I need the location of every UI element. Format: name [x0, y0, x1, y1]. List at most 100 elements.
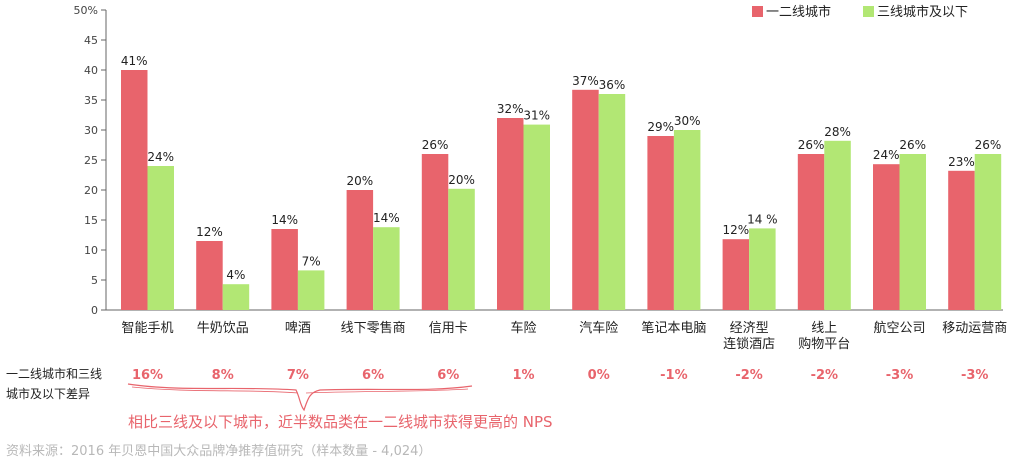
data-label: 12%: [723, 223, 750, 237]
category-label: 移动运营商: [942, 321, 1007, 336]
bar-tier3plus: [824, 140, 851, 310]
data-label: 41%: [121, 54, 148, 68]
chart-axes: 0 5 10 15 20 25 30 35 40 45 50%: [74, 4, 1003, 317]
y-tick-label: 35: [84, 94, 98, 107]
y-tick-label: 45: [84, 34, 98, 47]
category-label: 车险: [510, 320, 536, 336]
difference-value: 16%: [132, 368, 163, 383]
highlight-scribble: [127, 383, 473, 412]
difference-value: -2%: [811, 368, 838, 383]
legend-label: 三线城市及以下: [877, 4, 968, 20]
bar-tier12: [271, 229, 298, 310]
category-label: 购物平台: [798, 336, 850, 352]
y-tick-label: 15: [84, 214, 98, 227]
bar-tier3plus: [974, 154, 1002, 310]
y-tick-label: 5: [91, 274, 98, 287]
difference-value: 6%: [362, 368, 384, 383]
y-tick-label: 40: [84, 64, 98, 77]
data-label: 36%: [599, 78, 626, 92]
difference-value: 7%: [287, 368, 309, 383]
difference-value: 8%: [212, 368, 234, 383]
data-label: 24%: [873, 148, 900, 162]
y-tick-label: 50%: [74, 4, 98, 17]
difference-value: -2%: [735, 368, 762, 383]
legend-swatch-tier12: [752, 6, 763, 17]
data-label: 28%: [824, 125, 851, 139]
bar-tier3plus: [448, 188, 475, 310]
data-label: 20%: [448, 173, 475, 187]
source-footnote: 资料来源：2016 年贝恩中国大众品牌净推荐值研究（样本数量 - 4,024）: [6, 444, 432, 459]
difference-value: 6%: [437, 368, 459, 383]
bar-tier3plus: [147, 166, 174, 310]
bar-tier12: [722, 239, 750, 310]
chart-legend: 一二线城市 三线城市及以下: [752, 4, 968, 20]
difference-value: 1%: [512, 368, 534, 383]
annotation-note: 相比三线及以下城市，近半数品类在一二线城市获得更高的 NPS: [128, 413, 553, 431]
data-label: 14%: [271, 213, 298, 227]
bar-tier12: [121, 70, 148, 310]
bar-tier12: [948, 170, 975, 310]
category-label: 啤酒: [285, 321, 311, 336]
data-label: 7%: [302, 254, 321, 268]
chart-bars: 41% 24% 智能手机 12% 4% 牛奶饮品 14% 7% 啤酒 20% 14% 线下零售商 26%…: [121, 54, 1007, 352]
legend-label: 一二线城市: [766, 4, 831, 20]
data-label: 24%: [147, 150, 174, 164]
bar-tier12: [421, 154, 449, 310]
data-label: 30%: [674, 114, 701, 128]
category-label: 智能手机: [121, 321, 173, 336]
category-label: 经济型: [730, 321, 769, 336]
data-label: 12%: [196, 225, 223, 239]
data-label: 32%: [497, 102, 524, 116]
data-label: 23%: [948, 155, 975, 169]
category-label: 线下零售商: [341, 320, 406, 336]
y-tick-label: 10: [84, 244, 98, 257]
data-label: 14%: [373, 211, 400, 225]
category-label: 信用卡: [429, 321, 468, 336]
category-label: 连锁酒店: [723, 336, 775, 352]
difference-value: 0%: [588, 368, 610, 383]
legend-swatch-tier3plus: [863, 6, 874, 17]
y-tick-label: 25: [84, 154, 98, 167]
bar-tier3plus: [297, 270, 325, 310]
difference-value: -3%: [886, 368, 913, 383]
difference-row-label-line2: 城市及以下差异: [6, 387, 91, 401]
difference-row: 16% 8% 7% 6% 6% 1% 0% -1% -2% -2% -3% -3%: [132, 368, 988, 383]
data-label: 29%: [647, 120, 674, 134]
bar-tier3plus: [749, 228, 776, 310]
bar-tier3plus: [598, 94, 626, 310]
bar-tier12: [647, 136, 674, 310]
difference-row-label-line1: 一二线城市和三线: [6, 367, 103, 381]
data-label: 37%: [572, 74, 599, 88]
data-label: 26%: [975, 138, 1002, 152]
bar-tier12: [196, 241, 223, 310]
category-label: 线上: [811, 321, 837, 336]
data-label: 4%: [226, 268, 245, 282]
y-tick-label: 30: [84, 124, 98, 137]
bar-tier3plus: [899, 154, 926, 310]
category-label: 笔记本电脑: [641, 320, 706, 336]
bar-tier3plus: [373, 227, 400, 310]
bar-tier3plus: [673, 130, 701, 310]
data-label: 14 %: [747, 212, 778, 226]
data-label: 31%: [523, 109, 550, 123]
highlight-scribble-2: [131, 386, 469, 394]
y-tick-label: 0: [91, 304, 98, 317]
y-tick-label: 20: [84, 184, 98, 197]
data-label: 26%: [422, 138, 449, 152]
data-label: 26%: [899, 138, 926, 152]
difference-value: -3%: [961, 368, 988, 383]
bar-tier12: [797, 154, 825, 310]
category-label: 航空公司: [873, 320, 925, 336]
bar-tier3plus: [222, 284, 250, 310]
data-label: 20%: [347, 174, 374, 188]
difference-row-label: 一二线城市和三线 城市及以下差异: [6, 364, 130, 404]
difference-value: -1%: [660, 368, 687, 383]
bar-tier12: [873, 164, 900, 310]
bar-tier3plus: [523, 124, 550, 310]
category-label: 汽车险: [579, 320, 618, 336]
bar-tier12: [346, 190, 374, 310]
bar-tier12: [497, 118, 524, 310]
data-label: 26%: [798, 138, 825, 152]
category-label: 牛奶饮品: [197, 321, 249, 336]
bar-tier12: [572, 89, 599, 310]
